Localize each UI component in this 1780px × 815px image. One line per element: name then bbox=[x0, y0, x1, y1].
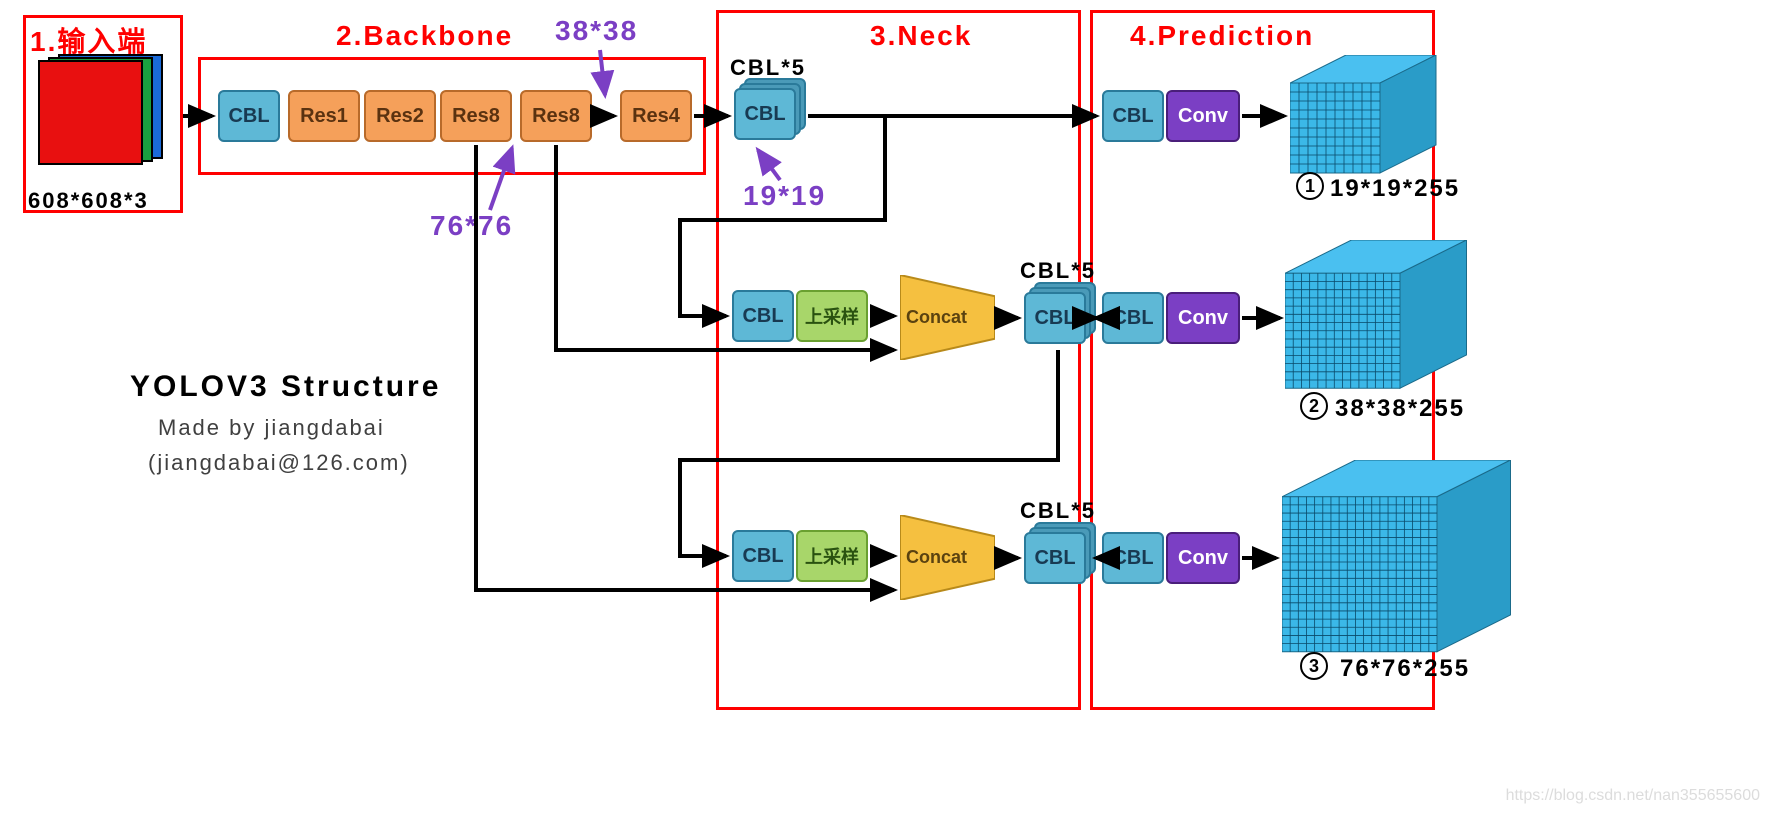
output-dim-label-2: 76*76*255 bbox=[1340, 655, 1470, 683]
neck-upsample-2: 上采样 bbox=[796, 290, 868, 342]
neck-upsample-2-label: 上采样 bbox=[805, 303, 859, 329]
neck-upsample-3: 上采样 bbox=[796, 530, 868, 582]
neck-cbl-3-label: CBL bbox=[742, 545, 783, 568]
backbone-block-5: Res4 bbox=[620, 90, 692, 142]
output-cube-1 bbox=[1285, 240, 1471, 397]
backbone-block-1: Res1 bbox=[288, 90, 360, 142]
output-index-2: 3 bbox=[1300, 652, 1328, 680]
neck-cbl5-label-3: CBL*5 bbox=[1020, 498, 1096, 524]
neck-concat-2: Concat bbox=[900, 275, 995, 365]
output-dim-label-0: 19*19*255 bbox=[1330, 175, 1460, 203]
diagram-title: YOLOV3 Structure bbox=[130, 370, 441, 404]
neck-cbl-2: CBL bbox=[732, 290, 794, 342]
annotation-1: 76*76 bbox=[430, 210, 513, 242]
prediction-section-title: 4.Prediction bbox=[1130, 20, 1314, 52]
backbone-block-0: CBL bbox=[218, 90, 280, 142]
backbone-block-4: Res8 bbox=[520, 90, 592, 142]
backbone-block-2: Res2 bbox=[364, 90, 436, 142]
neck-cbl-2-label: CBL bbox=[742, 305, 783, 328]
output-index-0: 1 bbox=[1296, 172, 1324, 200]
neck-cbl-3: CBL bbox=[732, 530, 794, 582]
diagram-email: (jiangdabai@126.com) bbox=[148, 450, 410, 476]
annotation-0: 38*38 bbox=[555, 15, 638, 47]
neck-concat-3: Concat bbox=[900, 515, 995, 605]
backbone-block-3: Res8 bbox=[440, 90, 512, 142]
pred-cbl-2: CBL bbox=[1102, 532, 1164, 584]
neck-section-title: 3.Neck bbox=[870, 20, 972, 52]
diagram-author: Made by jiangdabai bbox=[158, 415, 385, 441]
neck-upsample-3-label: 上采样 bbox=[805, 543, 859, 569]
watermark: https://blog.csdn.net/nan355655600 bbox=[1506, 787, 1760, 805]
output-dim-label-1: 38*38*255 bbox=[1335, 395, 1465, 423]
annotation-2: 19*19 bbox=[743, 180, 826, 212]
backbone-section-title: 2.Backbone bbox=[336, 20, 513, 52]
input-dim-label: 608*608*3 bbox=[28, 188, 149, 214]
pred-cbl-0: CBL bbox=[1102, 90, 1164, 142]
pred-conv-1: Conv bbox=[1166, 292, 1240, 344]
neck-cbl5-label-2: CBL*5 bbox=[1020, 258, 1096, 284]
output-cube-2 bbox=[1282, 460, 1515, 661]
pred-cbl-1: CBL bbox=[1102, 292, 1164, 344]
pred-conv-2: Conv bbox=[1166, 532, 1240, 584]
output-index-1: 2 bbox=[1300, 392, 1328, 420]
output-cube-0 bbox=[1290, 55, 1440, 182]
pred-conv-0: Conv bbox=[1166, 90, 1240, 142]
